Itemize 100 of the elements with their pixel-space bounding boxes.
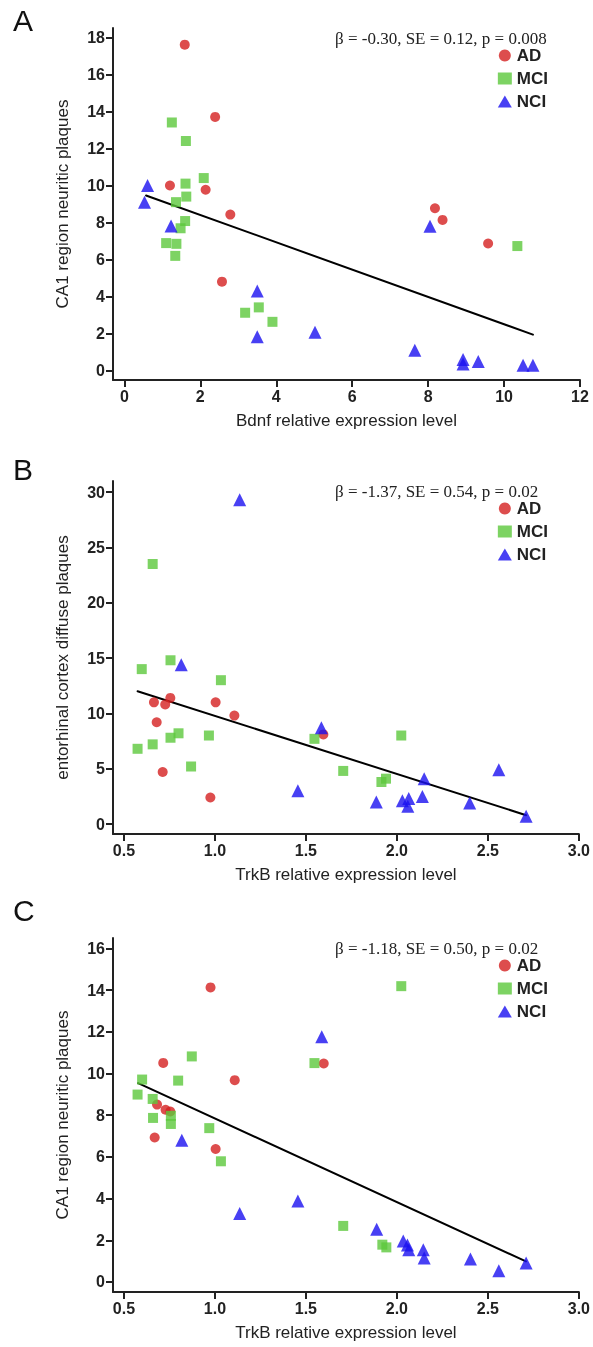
point <box>402 792 416 806</box>
point <box>225 209 236 220</box>
y-tick-label: 10 <box>87 704 106 722</box>
point <box>161 238 172 249</box>
annotation: β = -0.30, SE = 0.12, p = 0.008 <box>334 29 547 48</box>
point <box>429 203 440 214</box>
point <box>526 358 540 372</box>
y-axis-title: CA1 region neuritic plaques <box>53 1010 72 1220</box>
point <box>148 697 159 708</box>
y-tick-label: 10 <box>87 176 106 194</box>
point <box>417 1251 431 1265</box>
y-tick-label: 12 <box>87 1023 106 1041</box>
point <box>180 136 191 147</box>
point <box>370 1222 384 1236</box>
point <box>210 697 221 708</box>
y-tick-label: 8 <box>96 1106 106 1124</box>
point <box>519 809 533 823</box>
point <box>267 316 278 327</box>
point <box>512 241 523 252</box>
y-axis-title: CA1 region neuritic plaques <box>53 99 72 309</box>
point <box>381 1242 392 1253</box>
point <box>204 1123 215 1134</box>
point <box>229 1075 240 1086</box>
point <box>174 658 188 672</box>
annotation: β = -1.18, SE = 0.50, p = 0.02 <box>334 939 539 958</box>
point <box>173 728 184 739</box>
point <box>160 699 171 710</box>
point <box>396 981 407 992</box>
point <box>318 1058 329 1069</box>
legend-label: NCI <box>516 545 547 564</box>
point <box>519 1256 533 1270</box>
point <box>314 721 328 735</box>
point <box>315 1030 329 1044</box>
x-axis-title: TrkB relative expression level <box>235 865 457 884</box>
x-tick-label: 8 <box>423 387 433 405</box>
y-tick-label: 0 <box>96 1273 106 1291</box>
y-tick-label: 6 <box>96 251 106 269</box>
point <box>492 1264 506 1278</box>
annotation: β = -1.37, SE = 0.54, p = 0.02 <box>334 482 539 501</box>
point <box>186 1051 197 1062</box>
point <box>181 191 192 202</box>
point <box>402 1243 416 1257</box>
point <box>437 214 448 225</box>
x-tick-label: 12 <box>571 387 589 405</box>
legend-label: MCI <box>516 522 549 541</box>
point <box>147 558 158 569</box>
point <box>396 730 407 741</box>
y-tick-label: 16 <box>87 65 106 83</box>
y-tick-label: 10 <box>87 1065 106 1083</box>
point <box>463 1252 477 1266</box>
y-tick-label: 5 <box>96 760 106 778</box>
x-tick-label: 1.5 <box>294 1299 318 1317</box>
y-tick-label: 12 <box>87 139 106 157</box>
point <box>471 354 485 368</box>
chart-title: B <box>13 452 34 486</box>
point <box>338 765 349 776</box>
x-axis-title: TrkB relative expression level <box>235 1323 457 1342</box>
point <box>151 717 162 728</box>
point <box>215 1156 226 1167</box>
y-tick-label: 4 <box>96 288 106 306</box>
point <box>132 1089 143 1100</box>
point <box>233 1207 247 1221</box>
y-tick-label: 14 <box>87 102 106 120</box>
point <box>253 302 264 313</box>
point <box>205 792 216 803</box>
y-tick-label: 15 <box>87 649 106 667</box>
y-tick-label: 20 <box>87 594 106 612</box>
point <box>166 117 177 128</box>
x-axis-title: Bdnf relative expression level <box>235 411 458 430</box>
y-tick-label: 25 <box>87 538 106 556</box>
legend-label: AD <box>516 956 542 975</box>
y-axis-title: entorhinal cortex diffuse plaques <box>53 535 72 780</box>
x-tick-label: 10 <box>495 387 514 405</box>
x-tick-label: 1.0 <box>203 841 227 859</box>
point <box>463 796 477 810</box>
point <box>186 761 197 772</box>
point <box>171 238 182 249</box>
point <box>164 180 175 191</box>
x-tick-label: 2 <box>195 387 205 405</box>
point <box>338 1220 349 1231</box>
point <box>250 330 264 344</box>
x-tick-label: 2.5 <box>476 841 500 859</box>
point <box>369 795 383 809</box>
point <box>380 773 391 784</box>
y-tick-label: 6 <box>96 1148 106 1166</box>
point <box>173 1075 184 1086</box>
x-tick-label: 0.5 <box>112 1299 136 1317</box>
point <box>423 219 437 233</box>
point <box>198 173 209 184</box>
point <box>132 743 143 754</box>
x-tick-label: 1.5 <box>294 841 318 859</box>
point <box>164 219 178 233</box>
y-tick-label: 14 <box>87 981 106 999</box>
point <box>137 1074 148 1085</box>
point <box>210 1143 221 1154</box>
point <box>492 763 506 777</box>
point <box>417 772 431 786</box>
point <box>147 739 158 750</box>
point <box>148 1112 159 1123</box>
point <box>456 357 470 371</box>
